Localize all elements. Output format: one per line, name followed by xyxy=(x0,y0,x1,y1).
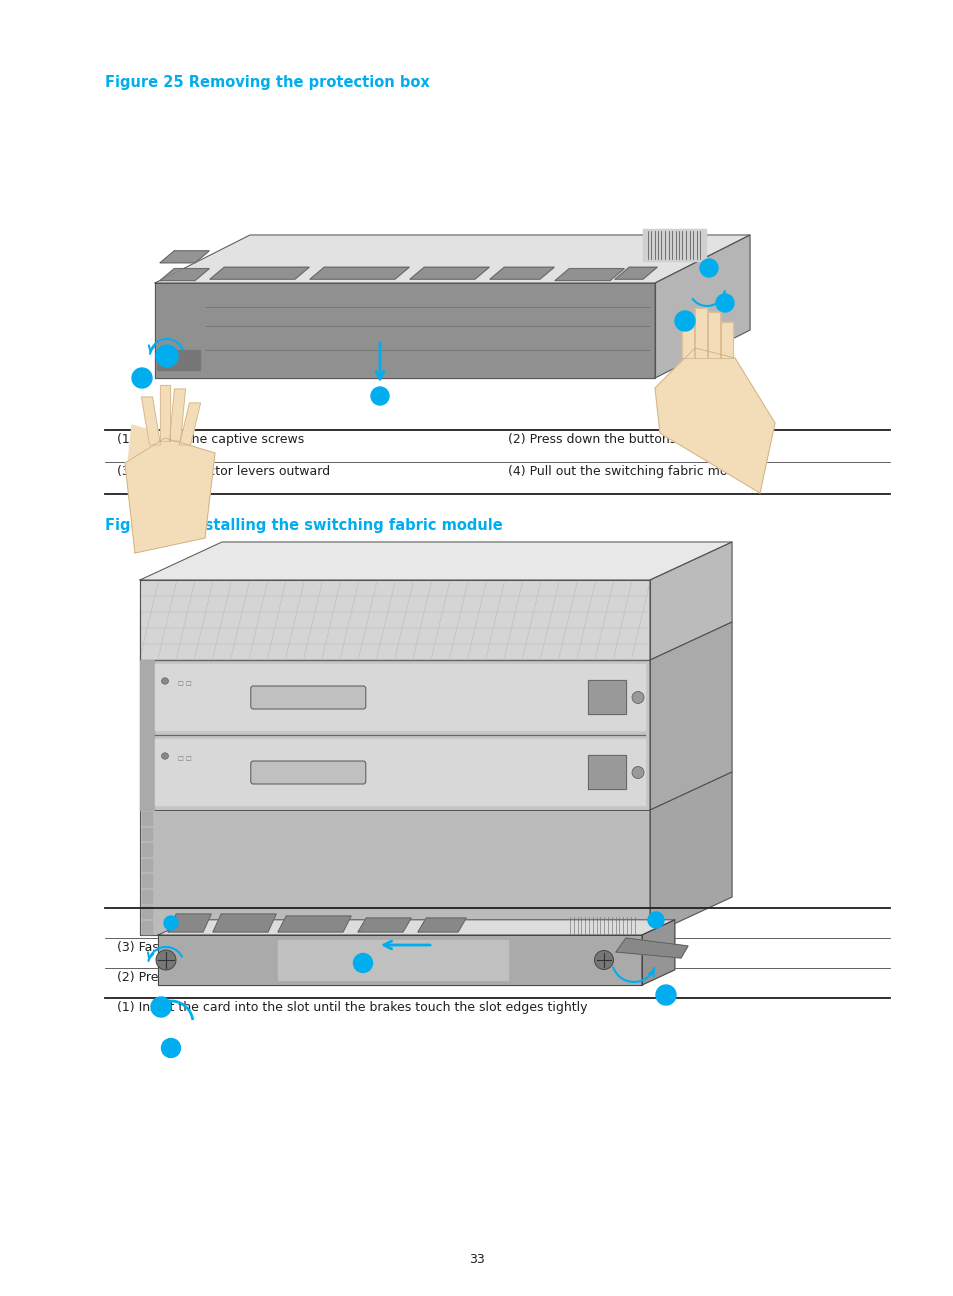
Polygon shape xyxy=(140,542,731,581)
Ellipse shape xyxy=(161,678,169,684)
Polygon shape xyxy=(154,739,644,805)
Polygon shape xyxy=(615,267,657,279)
Ellipse shape xyxy=(631,692,643,704)
Polygon shape xyxy=(158,934,641,985)
Text: Figure 26 Installing the switching fabric module: Figure 26 Installing the switching fabri… xyxy=(105,518,502,533)
Polygon shape xyxy=(142,890,152,903)
Polygon shape xyxy=(707,312,720,358)
Ellipse shape xyxy=(156,345,178,367)
Polygon shape xyxy=(655,235,749,378)
Polygon shape xyxy=(490,267,554,279)
Polygon shape xyxy=(154,664,644,730)
Polygon shape xyxy=(649,772,731,934)
Polygon shape xyxy=(128,425,152,468)
Polygon shape xyxy=(168,914,211,932)
Polygon shape xyxy=(154,283,655,378)
Polygon shape xyxy=(649,542,731,660)
Ellipse shape xyxy=(700,259,718,277)
Polygon shape xyxy=(142,859,152,871)
Ellipse shape xyxy=(656,985,676,1004)
Ellipse shape xyxy=(594,950,613,969)
Ellipse shape xyxy=(151,997,171,1017)
Polygon shape xyxy=(649,622,731,810)
Polygon shape xyxy=(142,906,152,919)
Text: □ □: □ □ xyxy=(178,757,192,762)
Ellipse shape xyxy=(716,294,733,312)
Polygon shape xyxy=(210,267,309,279)
Polygon shape xyxy=(170,389,185,441)
Ellipse shape xyxy=(631,766,643,779)
Polygon shape xyxy=(641,920,674,985)
Polygon shape xyxy=(587,680,625,714)
Polygon shape xyxy=(157,350,200,369)
Ellipse shape xyxy=(164,916,178,931)
Polygon shape xyxy=(616,938,687,958)
Polygon shape xyxy=(310,267,409,279)
Polygon shape xyxy=(357,918,411,932)
Polygon shape xyxy=(142,813,152,824)
Polygon shape xyxy=(141,397,160,445)
Polygon shape xyxy=(140,660,153,810)
Polygon shape xyxy=(125,438,214,553)
Ellipse shape xyxy=(161,753,169,759)
Text: (3) Pull the ejector levers outward: (3) Pull the ejector levers outward xyxy=(117,465,330,478)
Polygon shape xyxy=(159,385,171,441)
Polygon shape xyxy=(160,268,209,281)
Polygon shape xyxy=(154,235,749,283)
Polygon shape xyxy=(655,349,774,492)
Polygon shape xyxy=(140,660,649,810)
Polygon shape xyxy=(277,916,351,932)
Text: (1) Loosen the captive screws: (1) Loosen the captive screws xyxy=(117,433,304,446)
Text: (2) Press the ejector levers inward: (2) Press the ejector levers inward xyxy=(117,971,332,984)
Text: Figure 25 Removing the protection box: Figure 25 Removing the protection box xyxy=(105,75,429,89)
Text: (2) Press down the buttons: (2) Press down the buttons xyxy=(507,433,675,446)
Polygon shape xyxy=(142,844,152,855)
Text: 33: 33 xyxy=(469,1253,484,1266)
Text: □ □: □ □ xyxy=(178,682,192,687)
Polygon shape xyxy=(142,921,152,934)
Polygon shape xyxy=(641,229,705,260)
Polygon shape xyxy=(277,940,507,980)
Polygon shape xyxy=(213,914,276,932)
Ellipse shape xyxy=(371,388,389,404)
Ellipse shape xyxy=(161,1038,180,1058)
Polygon shape xyxy=(158,920,674,934)
Ellipse shape xyxy=(675,311,695,330)
FancyBboxPatch shape xyxy=(251,761,365,784)
Polygon shape xyxy=(142,875,152,888)
FancyBboxPatch shape xyxy=(251,686,365,709)
Ellipse shape xyxy=(132,368,152,388)
Polygon shape xyxy=(720,321,732,358)
Polygon shape xyxy=(142,828,152,840)
Polygon shape xyxy=(410,267,489,279)
Text: (3) Fasten the captive screws on the switching fabric module: (3) Fasten the captive screws on the swi… xyxy=(117,941,498,954)
Polygon shape xyxy=(179,403,200,445)
Text: (1) Insert the card into the slot until the brakes touch the slot edges tightly: (1) Insert the card into the slot until … xyxy=(117,1001,587,1013)
Polygon shape xyxy=(555,268,623,281)
Polygon shape xyxy=(587,756,625,789)
Ellipse shape xyxy=(156,950,175,969)
Polygon shape xyxy=(160,251,209,263)
Polygon shape xyxy=(695,308,706,358)
Polygon shape xyxy=(140,581,649,660)
Polygon shape xyxy=(681,316,693,358)
Ellipse shape xyxy=(354,954,372,972)
Polygon shape xyxy=(140,810,649,934)
Ellipse shape xyxy=(647,912,663,928)
Text: (4) Pull out the switching fabric module: (4) Pull out the switching fabric module xyxy=(507,465,753,478)
Polygon shape xyxy=(417,918,466,932)
